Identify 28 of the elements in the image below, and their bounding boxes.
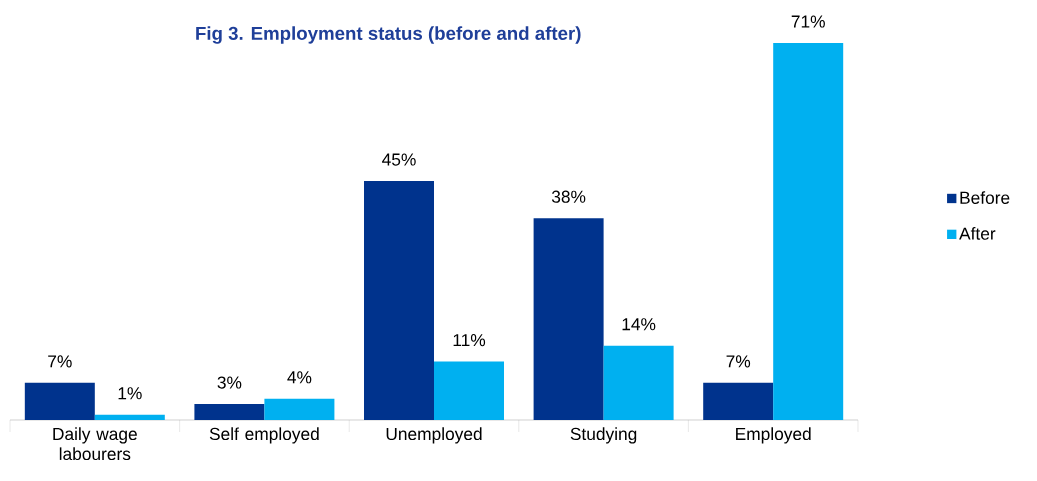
x-tick-label: Employed — [736, 427, 811, 444]
bar — [533, 218, 604, 420]
x-tick-label: Unemployed — [386, 427, 482, 444]
x-tick-label: Self employed — [209, 427, 319, 444]
bar — [94, 414, 165, 420]
bar — [24, 382, 95, 420]
bar — [703, 382, 774, 420]
data-label: 45% — [382, 153, 416, 166]
data-label: 11% — [453, 334, 486, 347]
bar — [603, 345, 674, 420]
x-tick-label: Daily wage labourers — [53, 427, 137, 461]
data-label: 38% — [551, 190, 586, 203]
x-tick-label: Studying — [570, 427, 637, 444]
bar — [434, 361, 505, 420]
bar — [773, 42, 844, 420]
data-label: 7% — [48, 355, 72, 368]
bar — [194, 404, 265, 420]
data-label: 3% — [217, 376, 242, 389]
data-label: 7% — [726, 355, 751, 368]
chart-title: Fig 3. Employment status (before and after) — [196, 26, 581, 44]
bar — [264, 398, 335, 420]
data-label: 1% — [118, 387, 142, 400]
legend-label: Before — [960, 191, 1010, 204]
bar — [364, 181, 435, 420]
data-label: 71% — [791, 15, 825, 28]
data-label: 4% — [287, 371, 312, 384]
data-label: 14% — [622, 318, 656, 331]
legend-label: After — [959, 227, 996, 240]
